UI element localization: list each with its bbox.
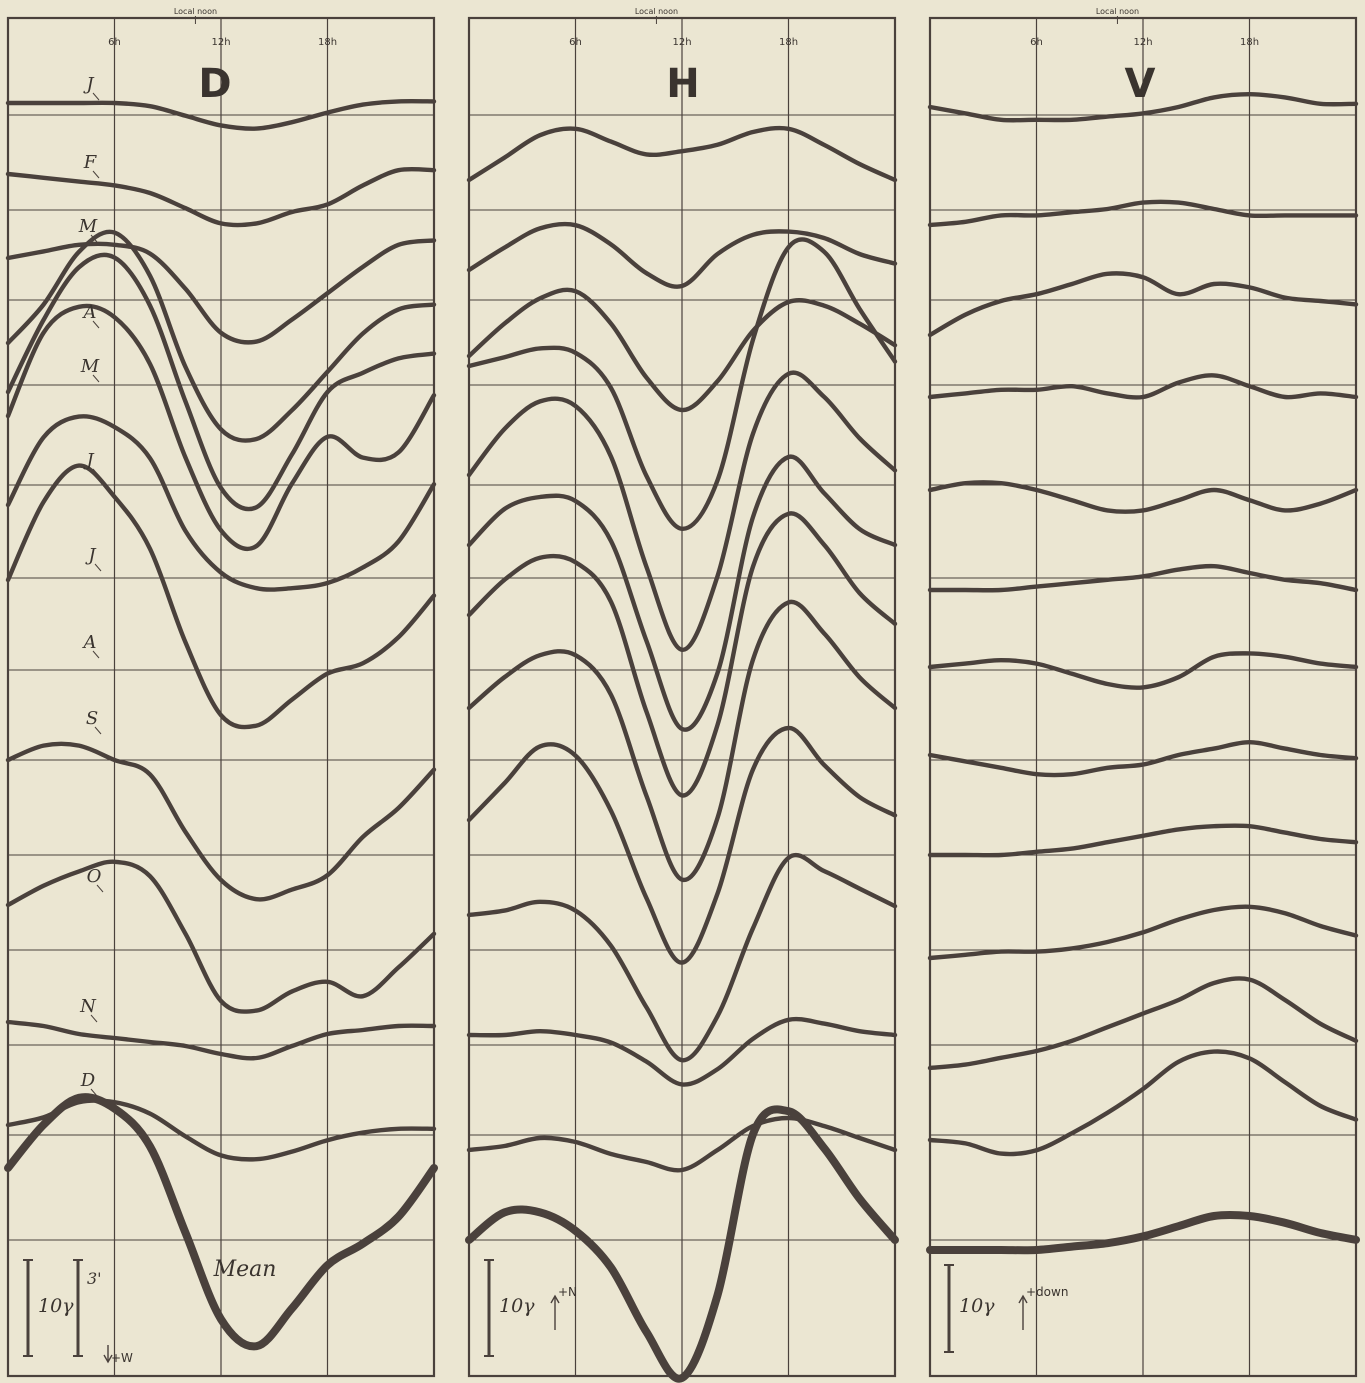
- direction-label: +N: [558, 1285, 577, 1299]
- month-curve: [5, 166, 437, 228]
- month-label-pointer: [92, 170, 100, 179]
- month-curve: [927, 92, 1359, 123]
- panel-title: H: [666, 61, 699, 107]
- month-curve: [466, 511, 898, 798]
- month-curve: [466, 370, 898, 652]
- mean-curve: [926, 1210, 1360, 1255]
- month-label: F: [83, 152, 98, 173]
- month-label: A: [82, 302, 97, 323]
- month-label: J: [84, 545, 97, 566]
- month-curve: [5, 252, 437, 512]
- month-label-pointer: [92, 320, 100, 329]
- x-tick-label: 18h: [318, 37, 337, 48]
- month-label: M: [78, 216, 98, 237]
- month-curve: [466, 1115, 898, 1173]
- month-curve: [466, 221, 898, 289]
- panel-v: 6h 12h 18h Local noon V 10γ +down: [926, 7, 1360, 1378]
- scale-bar-label: 10γ: [499, 1295, 535, 1317]
- month-label-pointer: [92, 468, 100, 477]
- month-curve: [927, 1049, 1359, 1157]
- month-curve: [5, 859, 437, 1014]
- local-noon-label: Local noon: [1096, 7, 1139, 16]
- x-tick-label: 6h: [569, 37, 582, 48]
- x-tick-label: 18h: [1240, 37, 1259, 48]
- month-curve: [927, 480, 1359, 514]
- month-curve: [466, 1016, 898, 1087]
- month-curve: [466, 287, 898, 413]
- local-noon-label: Local noon: [635, 7, 678, 16]
- direction-arrowhead: [103, 1354, 113, 1364]
- month-label-pointer: [92, 374, 100, 383]
- month-label: A: [82, 632, 97, 653]
- month-curve: [5, 229, 437, 443]
- month-curve: [5, 238, 437, 345]
- month-curve: [5, 98, 437, 131]
- month-label-pointer: [90, 1088, 98, 1097]
- local-noon-label: Local noon: [174, 7, 217, 16]
- month-label-pointer: [90, 234, 98, 243]
- panel-title: V: [1125, 61, 1156, 107]
- scale-bar-label: 10γ: [959, 1295, 995, 1317]
- month-label-pointer: [92, 92, 100, 101]
- x-tick-label: 6h: [1030, 37, 1043, 48]
- month-label-pointer: [94, 726, 102, 735]
- month-label-pointer: [90, 1014, 98, 1023]
- month-curve: [927, 199, 1359, 228]
- x-tick-label: 12h: [211, 37, 230, 48]
- month-curve: [466, 125, 898, 183]
- direction-arrowhead: [1018, 1294, 1028, 1304]
- month-label-pointer: [96, 884, 104, 893]
- month-curve: [466, 237, 898, 531]
- month-label: M: [80, 356, 100, 377]
- month-curve: [5, 1098, 437, 1162]
- month-label: O: [87, 866, 102, 887]
- month-curve: [927, 904, 1359, 961]
- month-label-pointer: [92, 650, 100, 659]
- month-label: J: [82, 74, 95, 95]
- month-curve: [927, 823, 1359, 858]
- x-tick-label: 12h: [1133, 37, 1152, 48]
- month-label: D: [80, 1070, 96, 1091]
- month-curve: [927, 740, 1359, 778]
- direction-arrowhead: [550, 1294, 560, 1304]
- month-curve: [5, 741, 437, 902]
- panel-title: D: [198, 61, 231, 107]
- month-curve: [927, 651, 1359, 690]
- month-curve: [927, 373, 1359, 400]
- direction-label: +W: [111, 1351, 133, 1365]
- month-label: J: [82, 450, 95, 471]
- month-curve: [927, 563, 1359, 593]
- panel-d: 6h 12h 18h Local noon D J F M A M J J A S O N D Mean 10γ 3'…: [4, 7, 438, 1378]
- x-tick-label: 12h: [672, 37, 691, 48]
- month-curve: [5, 414, 437, 592]
- month-curve: [5, 303, 437, 552]
- panel-h: 6h 12h 18h Local noon H 10γ +N: [465, 7, 899, 1383]
- month-curve: [466, 725, 898, 965]
- x-tick-label: 18h: [779, 37, 798, 48]
- month-label: S: [86, 708, 98, 729]
- x-tick-label: 6h: [108, 37, 121, 48]
- month-curve: [927, 976, 1359, 1071]
- mean-curve: [4, 1093, 438, 1351]
- month-label-pointer: [94, 563, 102, 572]
- month-curve: [5, 463, 437, 730]
- scale-bar-secondary-label: 3': [87, 1269, 102, 1288]
- month-label: N: [79, 996, 97, 1017]
- mean-curve: [465, 1105, 899, 1383]
- direction-label: +down: [1026, 1285, 1068, 1299]
- month-curve: [466, 454, 898, 732]
- month-curve: [927, 271, 1359, 338]
- mean-label: Mean: [213, 1257, 277, 1282]
- month-curve: [466, 599, 898, 882]
- month-curve: [5, 1019, 437, 1061]
- month-curve: [466, 852, 898, 1063]
- scale-bar-label: 10γ: [38, 1295, 74, 1317]
